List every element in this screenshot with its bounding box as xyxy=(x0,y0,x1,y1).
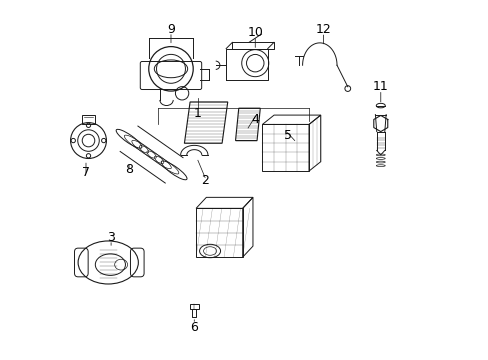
Text: 6: 6 xyxy=(190,320,198,333)
Text: 3: 3 xyxy=(107,231,115,244)
Bar xyxy=(190,304,198,309)
Text: 7: 7 xyxy=(82,166,90,179)
Text: 12: 12 xyxy=(315,23,330,36)
Text: 8: 8 xyxy=(125,163,133,176)
Text: 11: 11 xyxy=(372,80,388,93)
Text: 9: 9 xyxy=(167,23,175,36)
Bar xyxy=(82,116,95,123)
Text: 5: 5 xyxy=(283,129,291,142)
Text: 1: 1 xyxy=(194,107,202,120)
Text: 2: 2 xyxy=(201,174,208,186)
Text: 4: 4 xyxy=(251,113,259,126)
Text: 10: 10 xyxy=(247,27,263,40)
